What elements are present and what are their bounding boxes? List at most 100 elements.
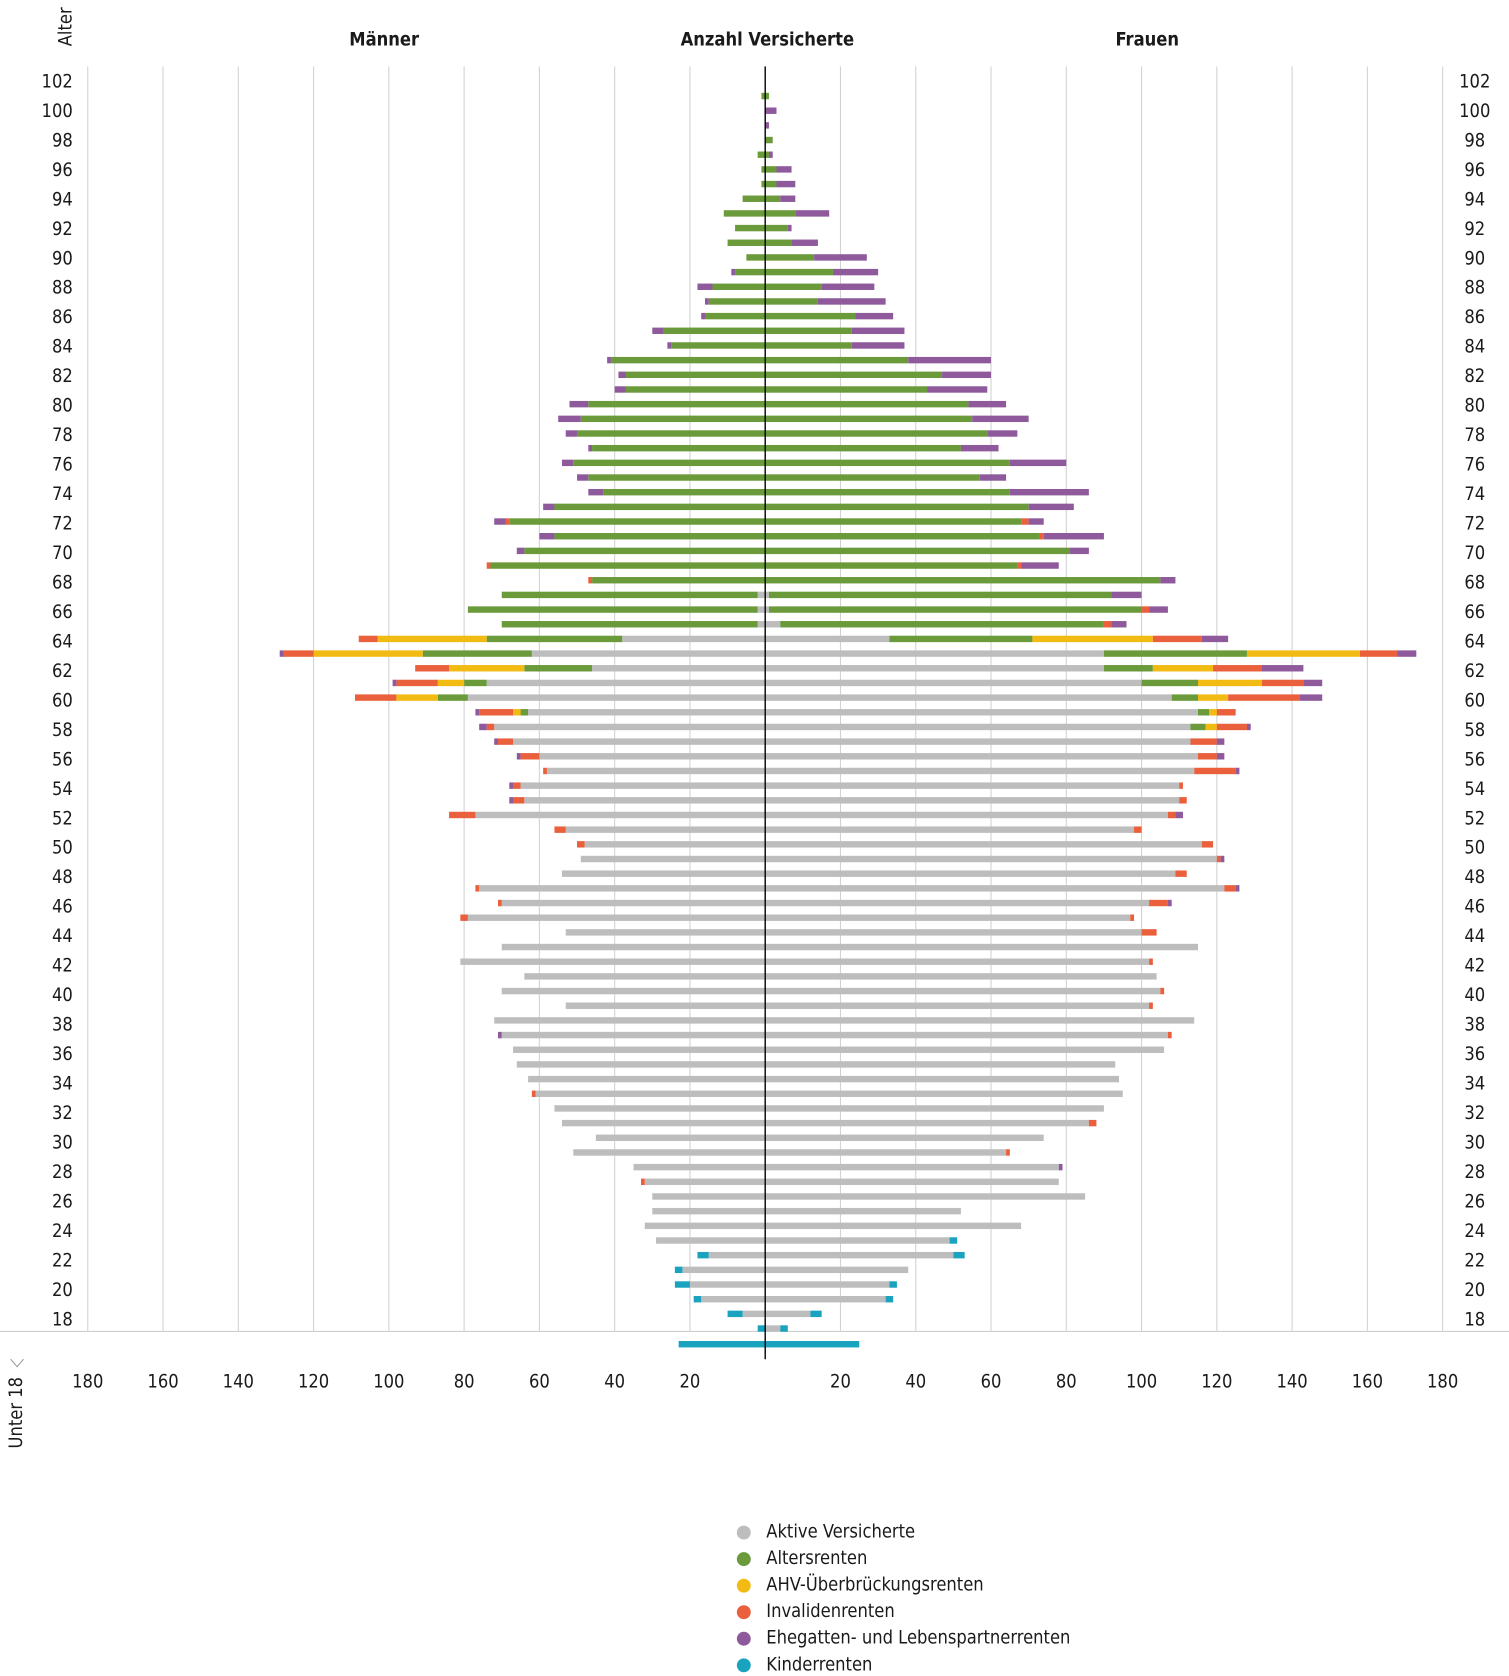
bar-segment: [678, 1341, 766, 1348]
bar-segment: [765, 621, 781, 628]
bar-segment: [671, 342, 766, 349]
bar-segment: [987, 430, 1018, 437]
bar-segment: [494, 723, 766, 731]
y-tick-label: 32: [52, 1103, 73, 1124]
y-tick-label: 20: [1464, 1280, 1485, 1301]
bar-segment: [486, 562, 491, 569]
bar-segment: [644, 1222, 766, 1230]
y-tick-label: 38: [52, 1015, 73, 1036]
x-tick-label: 160: [147, 1372, 178, 1393]
bar-segment: [757, 621, 766, 628]
legend-marker: [736, 1631, 751, 1646]
bar-segment: [520, 753, 540, 760]
bar-segment: [1175, 870, 1187, 877]
bar-segment: [787, 224, 792, 232]
y-tick-label: 68: [1464, 572, 1485, 593]
bar-segment: [1209, 709, 1217, 716]
legend-marker: [736, 1552, 751, 1567]
bar-segment: [757, 606, 766, 613]
bar-segment: [851, 342, 905, 349]
bar-segment: [765, 386, 928, 393]
bar-segment: [708, 298, 766, 305]
y-tick-label: 86: [52, 307, 73, 328]
bar-segment: [765, 1178, 1059, 1186]
bar-segment: [765, 1325, 781, 1332]
bar-segment: [610, 356, 766, 364]
bar-segment: [780, 195, 796, 202]
bar-segment: [565, 1002, 766, 1009]
bar-segment: [795, 210, 830, 217]
y-tick-label: 80: [52, 396, 73, 417]
bar-segment: [588, 474, 766, 481]
bar-segment: [1152, 665, 1214, 672]
bar-segment: [927, 386, 988, 393]
bar-segment: [1134, 826, 1142, 833]
bar-segment: [1028, 503, 1074, 511]
y-tick-label: 80: [1464, 396, 1485, 417]
bar-segment: [501, 591, 758, 599]
bar-segment: [765, 1281, 890, 1288]
y-tick-label: 88: [1464, 278, 1485, 299]
bar-segment: [354, 694, 397, 701]
bar-segment: [592, 444, 766, 452]
y-tick-label: 94: [52, 189, 73, 210]
y-tick-label: 70: [52, 543, 73, 564]
bar-segment: [535, 1090, 766, 1097]
y-tick-label: 72: [1464, 514, 1485, 535]
bar-segment: [577, 841, 585, 848]
bar-segment: [652, 327, 664, 335]
bar-segment: [539, 753, 766, 760]
bar-segment: [1152, 635, 1202, 643]
bar-segment: [501, 943, 766, 951]
bar-segment: [780, 621, 1104, 628]
left-title: Männer: [349, 30, 420, 51]
bar-segment: [765, 1193, 1086, 1200]
bar-segment: [765, 1061, 1116, 1068]
bar-segment: [283, 650, 314, 657]
bar-segment: [1021, 562, 1059, 569]
bar-segment: [1190, 738, 1217, 745]
y-tick-label: 30: [1464, 1132, 1485, 1153]
x-tick-label: 180: [72, 1372, 103, 1393]
y-tick-label: 50: [1464, 838, 1485, 859]
bar-segment: [554, 826, 566, 833]
bar-segment: [554, 533, 766, 540]
bar-segment: [765, 767, 1195, 775]
bar-segment: [528, 709, 766, 716]
bar-segment: [561, 870, 766, 877]
bar-segment: [580, 855, 766, 863]
bar-segment: [765, 753, 1199, 760]
bar-segment: [467, 694, 766, 701]
bar-segment: [765, 342, 852, 349]
bar-segment: [735, 268, 766, 276]
bar-segment: [765, 122, 769, 129]
bar-segment: [765, 1002, 1150, 1009]
y-tick-label: 64: [1464, 631, 1485, 652]
bar-segment: [765, 474, 980, 481]
bar-segment: [501, 899, 766, 907]
bar-segment: [1070, 547, 1089, 555]
bar-segment: [761, 166, 766, 173]
bar-segment: [765, 415, 973, 423]
bar-segment: [765, 1119, 1089, 1127]
y-tick-label: 36: [1464, 1044, 1485, 1065]
bar-segment: [765, 459, 1010, 467]
y-tick-label: 66: [1464, 602, 1485, 623]
y-tick-label: 24: [52, 1221, 73, 1242]
bar-segment: [701, 312, 705, 320]
y-tick-label: 60: [52, 690, 73, 711]
bar-segment: [765, 723, 1191, 731]
legend-marker: [736, 1605, 751, 1620]
bar-segment: [1149, 958, 1153, 965]
y-tick-label: 102: [1459, 71, 1490, 92]
bar-segment: [1198, 694, 1229, 701]
bar-segment: [1058, 1163, 1063, 1171]
bar-segment: [704, 298, 709, 305]
bar-segment: [1216, 753, 1225, 760]
bar-segment: [1160, 577, 1176, 584]
bar-segment: [565, 929, 766, 936]
bar-segment: [1235, 767, 1240, 775]
bar-segment: [561, 1119, 766, 1127]
x-tick-label: 60: [981, 1372, 1002, 1393]
bar-segment: [1228, 694, 1300, 701]
